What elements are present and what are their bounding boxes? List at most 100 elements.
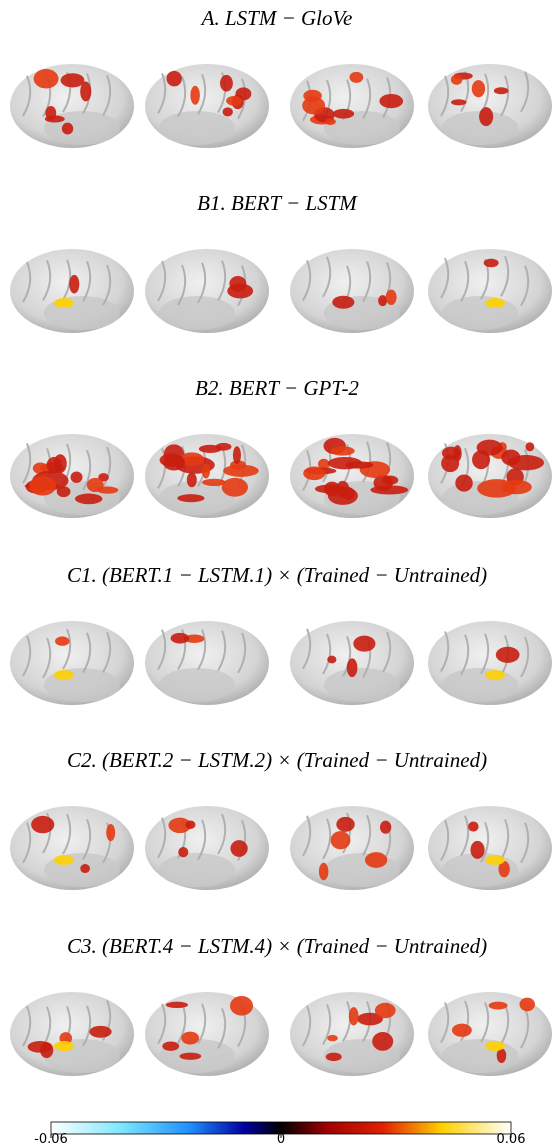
activation bbox=[348, 1007, 359, 1026]
brain bbox=[145, 64, 269, 148]
sulcus bbox=[82, 1005, 92, 1047]
sulcus bbox=[22, 261, 32, 303]
brain bbox=[290, 806, 414, 890]
sulcus bbox=[177, 264, 187, 306]
activation bbox=[346, 658, 358, 678]
activation bbox=[327, 1034, 338, 1042]
activation bbox=[215, 442, 232, 451]
brain bbox=[10, 64, 134, 148]
brain bbox=[145, 992, 269, 1076]
activation bbox=[470, 840, 485, 859]
activation bbox=[498, 860, 510, 878]
activation bbox=[345, 461, 374, 469]
activation bbox=[332, 295, 355, 309]
activation bbox=[166, 70, 182, 87]
brain-lobe bbox=[442, 111, 518, 145]
activation bbox=[483, 258, 499, 268]
sulcus bbox=[302, 1005, 312, 1047]
panel-title: B1. BERT − LSTM bbox=[197, 191, 358, 215]
sulcus bbox=[157, 448, 167, 489]
activation bbox=[89, 1025, 112, 1038]
sulcus bbox=[62, 813, 72, 855]
activation bbox=[378, 295, 388, 307]
activation bbox=[221, 477, 248, 497]
activation-peak bbox=[54, 1041, 74, 1051]
sulcus bbox=[342, 636, 352, 677]
brain bbox=[428, 64, 552, 148]
activation bbox=[226, 95, 243, 106]
activation-peak bbox=[485, 298, 505, 308]
activation bbox=[450, 99, 467, 106]
activation bbox=[468, 821, 479, 832]
panel-title: B2. BERT − GPT-2 bbox=[195, 376, 359, 400]
sulcus bbox=[102, 632, 112, 673]
activation bbox=[479, 107, 494, 127]
brain bbox=[290, 621, 414, 705]
sulcus bbox=[302, 260, 312, 301]
sulcus bbox=[197, 73, 207, 115]
sulcus bbox=[342, 812, 352, 854]
activation bbox=[441, 454, 460, 473]
panel-title: C3. (BERT.4 − LSTM.4) × (Trained − Untra… bbox=[67, 934, 487, 958]
sulcus bbox=[217, 630, 227, 672]
activation bbox=[222, 107, 233, 117]
sulcus bbox=[217, 813, 227, 855]
brain-lobe bbox=[159, 296, 235, 330]
activation bbox=[525, 442, 535, 452]
sulcus bbox=[480, 821, 490, 863]
activation bbox=[60, 73, 85, 88]
activation bbox=[452, 1023, 472, 1037]
brain-lobe bbox=[324, 853, 400, 887]
activation bbox=[335, 480, 350, 499]
activation bbox=[230, 460, 247, 470]
brain bbox=[145, 806, 269, 890]
activation bbox=[168, 817, 192, 834]
activation bbox=[488, 1001, 508, 1010]
activation bbox=[179, 452, 205, 467]
panel-title: A. LSTM − GloVe bbox=[200, 6, 353, 30]
sulcus bbox=[102, 264, 112, 306]
activation bbox=[165, 1001, 189, 1009]
activation bbox=[55, 636, 70, 646]
sulcus bbox=[102, 446, 112, 488]
colorbar-tick-label: -0.06 bbox=[34, 1132, 68, 1145]
brain bbox=[428, 992, 552, 1076]
activation bbox=[184, 634, 205, 644]
brain bbox=[10, 249, 134, 333]
activation bbox=[232, 446, 241, 465]
activation bbox=[353, 635, 376, 652]
activation bbox=[74, 493, 103, 505]
activation bbox=[374, 1002, 396, 1019]
sulcus bbox=[520, 71, 530, 113]
brain bbox=[10, 621, 134, 705]
sulcus bbox=[520, 265, 530, 307]
activation bbox=[382, 475, 399, 485]
activation bbox=[372, 1031, 394, 1051]
activation bbox=[519, 997, 536, 1012]
activation bbox=[32, 462, 48, 475]
activation bbox=[501, 449, 521, 466]
panel-title: C1. (BERT.1 − LSTM.1) × (Trained − Untra… bbox=[67, 563, 487, 587]
sulcus bbox=[157, 1003, 167, 1045]
activation bbox=[56, 486, 71, 498]
activation bbox=[330, 831, 351, 850]
sulcus bbox=[22, 442, 32, 484]
activation bbox=[332, 108, 355, 119]
activation bbox=[493, 87, 509, 95]
sulcus bbox=[382, 631, 392, 673]
sulcus bbox=[322, 256, 332, 298]
activation bbox=[317, 458, 330, 470]
activation bbox=[357, 1012, 383, 1026]
sulcus bbox=[22, 635, 32, 677]
sulcus bbox=[217, 260, 227, 302]
activation bbox=[186, 472, 197, 488]
activation-peak bbox=[54, 855, 74, 865]
activation-peak bbox=[485, 855, 505, 865]
activation bbox=[496, 1048, 507, 1064]
activation bbox=[70, 471, 83, 483]
activation bbox=[501, 479, 532, 495]
activation bbox=[106, 824, 116, 842]
activation bbox=[185, 820, 196, 830]
sulcus bbox=[82, 818, 92, 860]
